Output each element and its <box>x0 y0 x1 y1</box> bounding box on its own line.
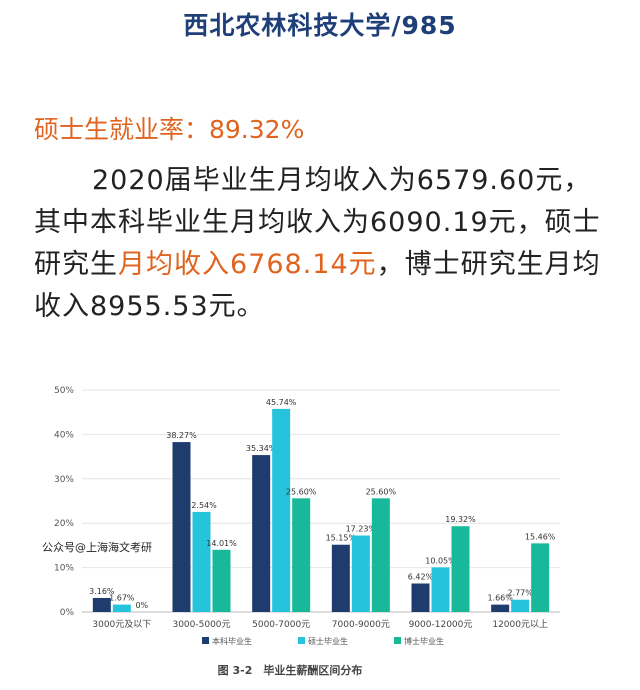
legend-label: 本科毕业生 <box>212 636 252 646</box>
bar-2 <box>351 535 370 612</box>
bar-3 <box>292 498 311 612</box>
income-text-part1: 2020届毕业生月均收入为6579.60元，其中本科毕业生月均收入为6090.1… <box>34 165 601 280</box>
bar-value-label: 10.05% <box>425 556 456 565</box>
legend-swatch <box>202 637 209 644</box>
y-tick-label: 20% <box>54 519 74 529</box>
x-tick-label: 3000-5000元 <box>172 620 230 630</box>
bar-3 <box>212 549 231 612</box>
bar-1 <box>491 604 510 612</box>
bar-2 <box>511 599 530 612</box>
bar-value-label: 6.42% <box>408 572 434 581</box>
x-tick-label: 7000-9000元 <box>332 620 390 630</box>
income-text-part2: ，博士研究生月均收入8955.53元。 <box>34 249 601 322</box>
bar-1 <box>411 583 430 612</box>
bar-3 <box>371 498 390 612</box>
legend-label: 硕士毕业生 <box>308 636 348 646</box>
bar-2 <box>431 567 450 612</box>
bar-2 <box>272 408 291 612</box>
bar-value-label: 35.34% <box>246 444 277 453</box>
x-tick-label: 9000-12000元 <box>409 620 473 630</box>
bar-value-label: 2.77% <box>507 589 533 598</box>
bar-3 <box>451 526 470 612</box>
y-tick-label: 50% <box>54 386 74 396</box>
employment-rate: 硕士生就业率：89.32% <box>34 115 305 144</box>
bar-value-label: 25.60% <box>286 487 317 496</box>
legend-swatch <box>394 637 401 644</box>
bar-value-label: 22.54% <box>186 501 217 510</box>
y-tick-label: 30% <box>54 475 74 485</box>
salary-distribution-chart: 0%10%20%30%40%50%3.16%1.67%0%3000元及以下38.… <box>54 386 560 677</box>
legend-label: 博士毕业生 <box>404 636 444 646</box>
bar-value-label: 1.67% <box>109 594 135 603</box>
x-tick-label: 3000元及以下 <box>92 619 151 630</box>
bar-value-label: 19.32% <box>445 515 476 524</box>
bar-value-label: 38.27% <box>166 431 197 440</box>
bar-value-label: 3.16% <box>89 587 115 596</box>
bar-value-label: 14.01% <box>206 539 237 548</box>
x-tick-label: 12000元以上 <box>492 619 548 630</box>
bar-2 <box>112 604 131 612</box>
figure-caption: 图 3-2 毕业生薪酬区间分布 <box>218 663 363 677</box>
y-tick-label: 10% <box>54 564 74 574</box>
bar-value-label: 0% <box>135 601 148 610</box>
bar-1 <box>331 544 350 612</box>
bar-1 <box>172 442 191 612</box>
bar-value-label: 15.46% <box>525 532 556 541</box>
bar-value-label: 45.74% <box>266 398 297 407</box>
income-paragraph: 2020届毕业生月均收入为6579.60元，其中本科毕业生月均收入为6090.1… <box>34 160 614 328</box>
page-title: 西北农林科技大学/985 <box>183 11 457 40</box>
bar-1 <box>252 455 271 612</box>
bar-3 <box>531 543 550 612</box>
x-tick-label: 5000-7000元 <box>252 620 310 630</box>
bar-value-label: 15.15% <box>326 534 357 543</box>
legend-swatch <box>298 637 305 644</box>
bar-value-label: 25.60% <box>366 487 397 496</box>
y-tick-label: 40% <box>54 430 74 440</box>
bar-1 <box>92 597 111 612</box>
income-highlight: 月均收入6768.14元 <box>118 249 377 280</box>
watermark-text: 公众号@上海海文考研 <box>42 539 152 555</box>
bar-2 <box>192 511 211 612</box>
bar-value-label: 1.66% <box>487 594 513 603</box>
bar-value-label: 17.23% <box>346 524 377 533</box>
y-tick-label: 0% <box>60 608 75 618</box>
